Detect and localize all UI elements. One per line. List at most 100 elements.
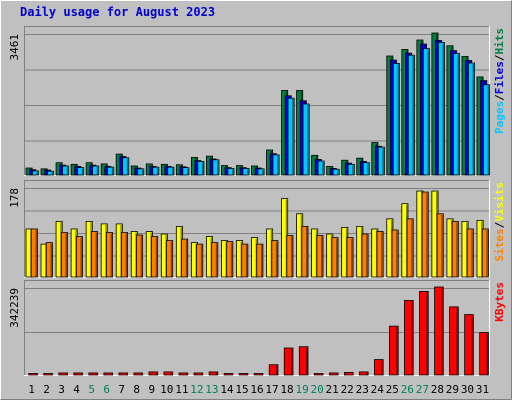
bar-shadow	[155, 372, 158, 375]
bar-shadow	[381, 360, 383, 375]
bar-shadow	[471, 315, 473, 375]
bar-shadow	[306, 347, 308, 375]
bar-sites-day-11	[181, 238, 189, 278]
bar-kbytes-day-30	[464, 314, 474, 376]
bar-shadow	[141, 169, 144, 175]
bar-sites-day-29	[451, 220, 459, 278]
bar-sites-day-22	[346, 237, 354, 278]
bar-shadow	[290, 349, 293, 375]
bar-shadow	[472, 63, 475, 175]
bar-kbytes-day-31	[479, 332, 489, 376]
bar-shadow	[275, 241, 278, 277]
bar-shadow	[245, 245, 248, 277]
bar-shadow	[35, 229, 37, 277]
bar-sites-day-20	[316, 235, 324, 278]
bar-shadow	[186, 168, 189, 175]
bar-sites-day-17	[271, 240, 279, 278]
y-max-label: 178	[8, 188, 21, 208]
bar-shadow	[486, 333, 488, 375]
x-tick-label-day-10: 10	[160, 383, 173, 396]
bar-kbytes-day-27	[419, 291, 429, 376]
bar-pages-day-22	[347, 163, 355, 176]
bar-shadow	[171, 168, 174, 175]
bar-sites-day-3	[60, 232, 68, 278]
bar-shadow	[456, 222, 458, 277]
bar-shadow	[352, 165, 354, 175]
chart-panels: 3461Pages/Files/Hits178Sites/Visits34223…	[8, 26, 506, 376]
bar-sites-day-13	[211, 242, 219, 278]
bar-sites-day-26	[406, 218, 414, 278]
legend-separator: /	[493, 54, 506, 61]
legend: Pages/Files/Hits	[493, 28, 506, 134]
bar-sites-day-7	[121, 232, 129, 278]
bar-pages-day-1	[32, 170, 40, 176]
x-tick-label-day-4: 4	[73, 383, 80, 396]
bar-shadow	[442, 43, 444, 175]
bar-shadow	[427, 49, 429, 175]
bar-pages-day-10	[167, 166, 175, 176]
bar-sites-day-1	[30, 228, 38, 278]
bar-shadow	[230, 242, 233, 277]
bar-shadow	[487, 85, 490, 175]
bar-pages-day-18	[287, 97, 295, 176]
bar-pages-day-3	[62, 165, 70, 176]
bar-shadow	[426, 292, 428, 375]
chart-title: Daily usage for August 2023	[20, 5, 215, 19]
bar-shadow	[366, 235, 368, 277]
bar-sites-day-19	[301, 226, 309, 278]
bar-shadow	[396, 230, 398, 277]
bar-shadow	[336, 238, 338, 277]
bar-sites-day-18	[286, 235, 294, 278]
x-tick-label-day-25: 25	[386, 383, 399, 396]
bar-shadow	[411, 219, 413, 277]
x-tick-label-day-26: 26	[401, 383, 414, 396]
bar-shadow	[66, 166, 69, 175]
bar-shadow	[125, 233, 128, 277]
bar-sites-day-25	[391, 229, 399, 278]
bar-shadow	[260, 245, 263, 277]
legend-kbytes: KBytes	[493, 282, 506, 322]
bar-shadow	[441, 288, 443, 375]
bar-shadow	[382, 148, 384, 175]
x-tick-label-day-1: 1	[28, 383, 35, 396]
bar-shadow	[337, 170, 339, 175]
bar-kbytes-day-29	[449, 306, 459, 376]
bar-shadow	[457, 54, 460, 175]
x-tick-label-day-8: 8	[133, 383, 140, 396]
legend: Sites/Visits	[493, 182, 506, 262]
bar-shadow	[170, 241, 173, 277]
bar-shadow	[397, 64, 399, 175]
bar-shadow	[170, 372, 173, 375]
bar-pages-day-25	[392, 63, 400, 176]
bar-shadow	[471, 229, 473, 277]
bar-pages-day-17	[272, 154, 280, 176]
bar-shadow	[486, 229, 488, 277]
bar-sites-day-12	[196, 243, 204, 278]
bar-kbytes-day-10	[163, 371, 174, 376]
bar-sites-day-8	[136, 234, 144, 278]
x-tick-label-day-24: 24	[371, 383, 385, 396]
bar-sites-day-27	[421, 191, 429, 278]
legend-sites: Sites	[493, 228, 506, 261]
bar-kbytes-day-21	[328, 372, 339, 376]
bar-shadow	[456, 307, 458, 375]
x-tick-label-day-20: 20	[311, 383, 324, 396]
bar-shadow	[185, 240, 188, 277]
x-tick-label-day-15: 15	[235, 383, 248, 396]
x-tick-label-day-6: 6	[103, 383, 110, 396]
bar-kbytes-day-24	[374, 359, 384, 376]
bar-shadow	[412, 56, 414, 175]
x-tick-label-day-3: 3	[58, 383, 65, 396]
bar-kbytes-day-5	[88, 372, 98, 376]
bar-pages-day-15	[242, 168, 250, 176]
bar-shadow	[322, 162, 324, 175]
bar-kbytes-day-23	[359, 371, 369, 376]
x-tick-label-day-11: 11	[175, 383, 188, 396]
x-axis-day-labels: 1 2 3 4 5 6 7 8 9 10 11 12 13 14 15 16 17 18 19 20 21 22 23 24 2…	[28, 383, 489, 396]
bar-kbytes-day-12	[193, 372, 204, 376]
bar-shadow	[140, 236, 143, 277]
bar-shadow	[292, 99, 294, 175]
bar-kbytes-day-26	[404, 300, 414, 376]
legend-files: Files	[493, 61, 506, 94]
